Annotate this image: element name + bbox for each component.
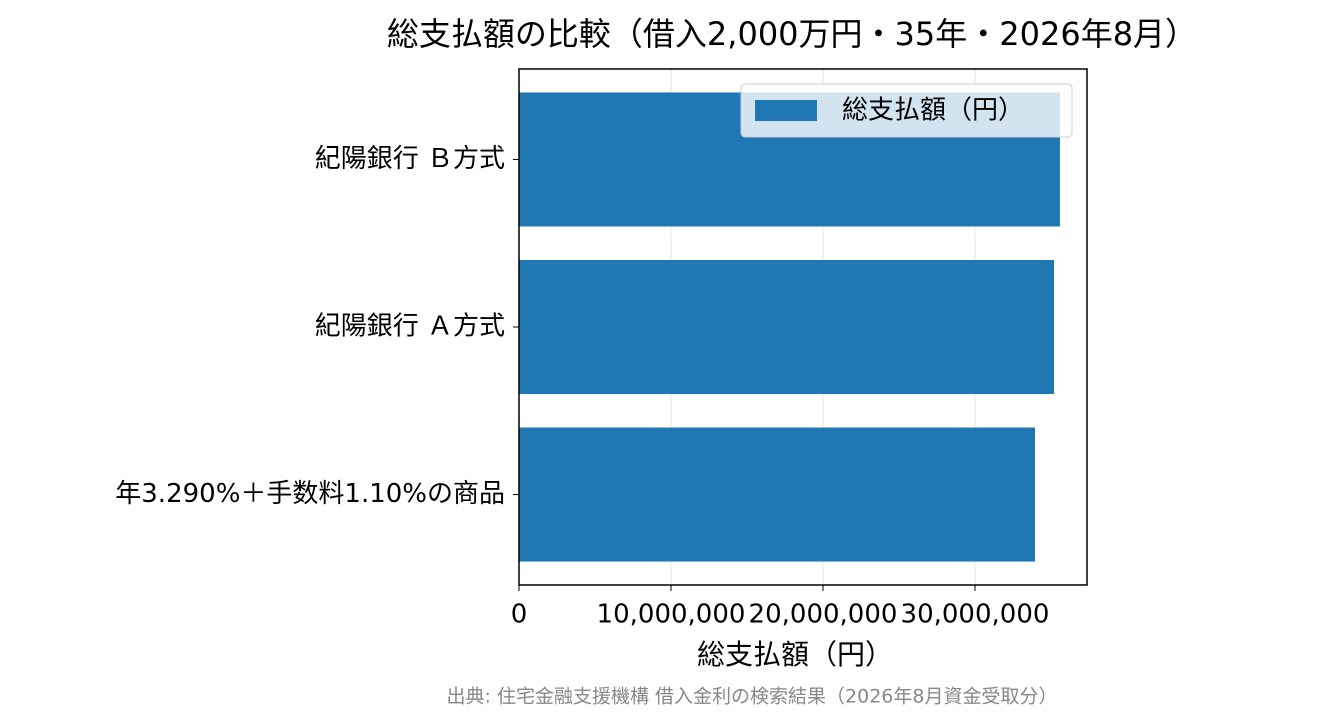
bar xyxy=(519,427,1036,562)
legend-label: 総支払額（円） xyxy=(842,96,1024,126)
y-tick-label: 紀陽銀行 Ａ方式 xyxy=(315,312,505,342)
bar xyxy=(519,259,1055,395)
chart-title: 総支払額の比較（借入2,000万円・35年・2026年8月） xyxy=(387,15,1197,53)
x-tick-label: 20,000,000 xyxy=(749,600,898,630)
y-tick-label: 紀陽銀行 Ｂ方式 xyxy=(315,144,505,174)
x-tick-label: 10,000,000 xyxy=(597,600,746,630)
legend-box xyxy=(740,83,1073,138)
y-tick-label: 年3.290%＋手数料1.10%の商品 xyxy=(115,479,505,509)
plot-frame xyxy=(518,68,1088,586)
source-note: 出典: 住宅金融支援機構 借入金利の検索結果（2026年8月資金受取分） xyxy=(447,686,1058,708)
x-tick-label: 30,000,000 xyxy=(901,600,1050,630)
x-tick-label: 0 xyxy=(511,600,528,630)
x-axis-label: 総支払額（円） xyxy=(697,638,893,671)
legend-swatch xyxy=(755,100,817,121)
